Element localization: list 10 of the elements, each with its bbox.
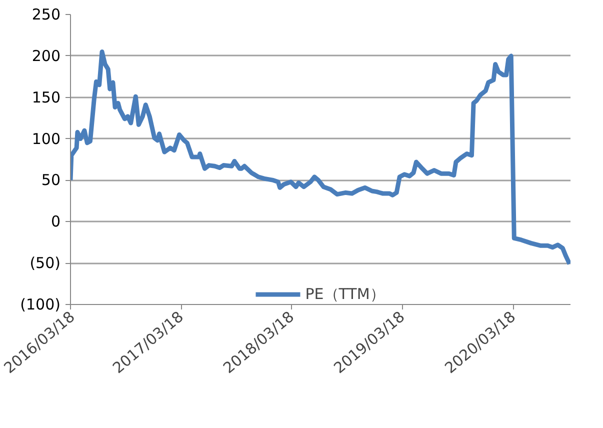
legend-label: PE（TTM） (305, 284, 385, 304)
y-tick-label: 150 (32, 88, 61, 106)
line-series (70, 50, 570, 266)
y-tick-label: 50 (41, 171, 61, 190)
y-tick-label: (100) (20, 296, 61, 314)
y-tick-label: 0 (50, 212, 61, 231)
y-tick-label: 100 (32, 130, 61, 148)
y-tick-label: (50) (30, 254, 61, 272)
y-tick-label: 250 (32, 6, 61, 24)
y-tick-label: 200 (32, 46, 61, 65)
